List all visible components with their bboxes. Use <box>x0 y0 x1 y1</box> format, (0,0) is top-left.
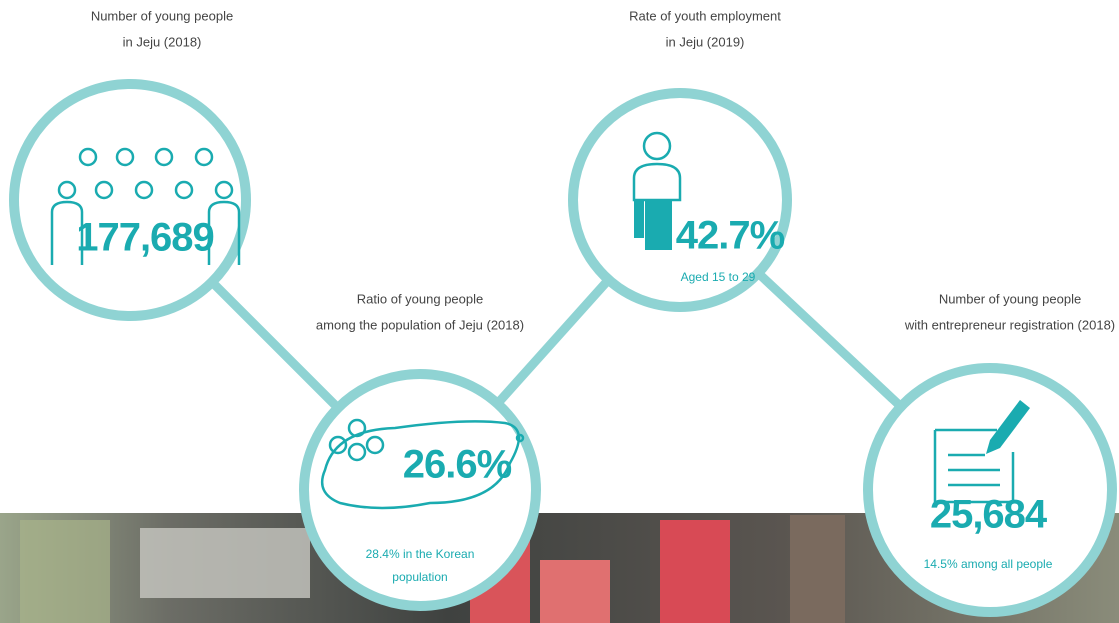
note: Aged 15 to 29 <box>681 270 756 284</box>
value: 177,689 <box>76 216 214 260</box>
document-icon <box>933 400 1030 504</box>
circle <box>9 79 251 321</box>
person-icon <box>632 131 682 250</box>
circle <box>863 363 1117 617</box>
label: among the population of Jeju (2018) <box>316 317 524 332</box>
note: population <box>392 570 447 584</box>
people-icon <box>50 147 241 265</box>
value: 42.7% <box>676 214 785 258</box>
label: in Jeju (2019) <box>666 34 745 49</box>
note: 14.5% among all people <box>924 557 1053 571</box>
label: with entrepreneur registration (2018) <box>904 317 1115 332</box>
connectors <box>126 196 994 494</box>
island-icon <box>320 418 525 510</box>
label: Rate of youth employment <box>629 8 781 23</box>
note: 28.4% in the Korean <box>366 547 475 561</box>
value: 26.6% <box>403 443 512 487</box>
label: Number of young people <box>939 291 1081 306</box>
label: in Jeju (2018) <box>123 34 202 49</box>
label: Number of young people <box>91 8 233 23</box>
value: 25,684 <box>930 493 1048 537</box>
label: Ratio of young people <box>357 291 483 306</box>
